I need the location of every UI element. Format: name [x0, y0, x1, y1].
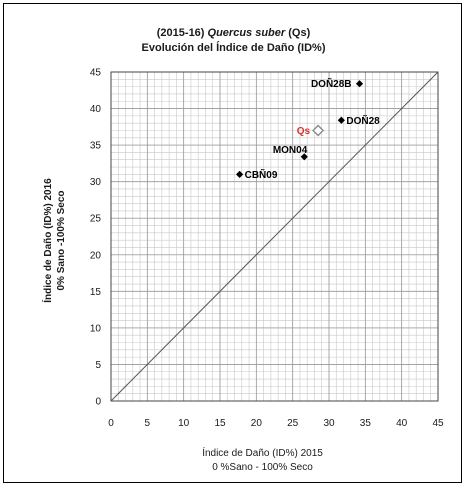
- point-label: Qs: [297, 126, 311, 137]
- y-axis-label-line1: Índice de Daño (ID%) 2016: [41, 178, 54, 303]
- point-marker-open-diamond: [312, 124, 325, 137]
- x-axis-label: Índice de Daño (ID%) 2015 0 %Sano - 100%…: [202, 446, 323, 473]
- point-doñ28: DOÑ28: [337, 114, 380, 127]
- x-tick-label: 40: [396, 418, 408, 429]
- y-tick-label: 25: [90, 214, 102, 225]
- point-doñ28b: DOÑ28B: [311, 77, 364, 90]
- chart-title-species: Quercus suber: [207, 27, 286, 39]
- point-marker-diamond: [337, 116, 345, 124]
- y-tick-label: 20: [90, 250, 102, 261]
- point-label: DOÑ28: [346, 114, 380, 127]
- chart-title: (2015-16) Quercus suber (Qs): [0, 27, 467, 39]
- point-label: DOÑ28B: [311, 77, 352, 90]
- x-tick-label: 25: [287, 418, 299, 429]
- x-axis-label-line2: 0 %Sano - 100% Seco: [212, 462, 313, 473]
- chart-subtitle: Evolución del Índice de Daño (ID%): [141, 42, 326, 54]
- plot-area-border: [110, 71, 439, 402]
- chart-title-suffix: (Qs): [285, 27, 311, 39]
- y-tick-label: 10: [90, 323, 102, 334]
- point-mon04: MON04: [273, 145, 308, 161]
- y-axis-ticks: 0 5 10 15 20 25 30 35 40 45: [90, 68, 102, 408]
- y-tick-label: 35: [90, 141, 102, 152]
- point-label: MON04: [273, 145, 308, 156]
- chart-frame: [3, 3, 462, 483]
- y-tick-label: 30: [90, 177, 102, 188]
- x-tick-label: 0: [108, 418, 114, 429]
- data-points: CBÑ09 MON04 Qs DOÑ28 DOÑ28B: [236, 77, 380, 181]
- point-qs: Qs: [297, 124, 325, 137]
- x-axis-ticks: 0 5 10 15 20 25 30 35 40 45: [108, 418, 444, 429]
- y-tick-label: 15: [90, 287, 102, 298]
- x-tick-label: 15: [214, 418, 226, 429]
- point-marker-diamond: [300, 153, 308, 161]
- y-axis-label-line2: 0% Sano -100% Seco: [56, 190, 67, 290]
- point-marker-diamond: [355, 80, 364, 88]
- x-tick-label: 5: [145, 418, 151, 429]
- y-tick-label: 0: [95, 397, 101, 408]
- x-tick-label: 35: [360, 418, 372, 429]
- y-tick-label: 45: [90, 68, 102, 79]
- x-tick-label: 30: [323, 418, 335, 429]
- x-tick-label: 45: [432, 418, 444, 429]
- point-marker-diamond: [236, 170, 244, 178]
- x-axis-label-line1: Índice de Daño (ID%) 2015: [202, 446, 323, 459]
- point-label: CBÑ09: [245, 168, 278, 181]
- x-tick-label: 20: [251, 418, 263, 429]
- x-tick-label: 10: [178, 418, 190, 429]
- chart-title-prefix: (2015-16): [156, 27, 208, 39]
- y-tick-label: 5: [95, 360, 101, 371]
- y-tick-label: 40: [90, 104, 102, 115]
- point-cbñ09: CBÑ09: [236, 168, 278, 181]
- reference-line-1-to-1: [110, 71, 439, 402]
- y-axis-label: Índice de Daño (ID%) 2016 0% Sano -100% …: [41, 178, 67, 303]
